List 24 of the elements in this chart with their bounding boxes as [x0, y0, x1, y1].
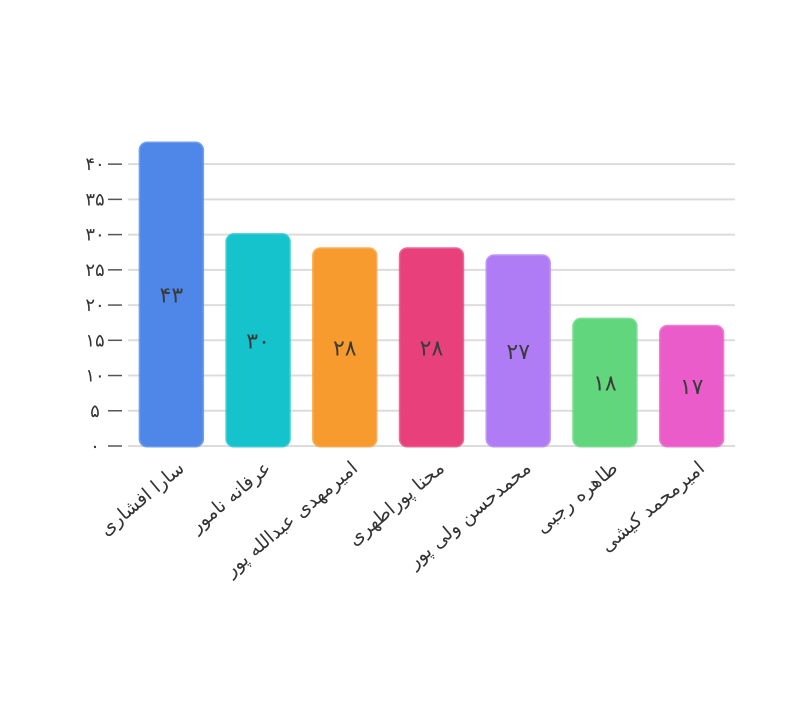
y-tick-label: ۰ [90, 436, 100, 457]
y-tick-label: ۵ [90, 400, 100, 422]
data-label: ۲۸ [332, 336, 357, 362]
bar [225, 233, 291, 448]
y-tick-label: ۳۵ [85, 189, 105, 210]
y-tick-label: ۲۰ [85, 295, 105, 316]
data-label: ۱۸ [593, 372, 617, 397]
data-label: ۲۸ [420, 336, 444, 362]
y-tick-label: ۲۵ [85, 260, 105, 281]
data-label: ۳۰ [246, 329, 270, 354]
y-tick-label: ۴۰ [85, 154, 105, 176]
data-label: ۲۷ [506, 340, 530, 365]
bar [485, 254, 551, 448]
bar [138, 142, 204, 448]
data-label: ۴۳ [160, 284, 184, 308]
bar [658, 324, 724, 448]
data-label: ۱۷ [680, 375, 704, 400]
y-tick-label: ۱۵ [85, 330, 105, 352]
x-tick-label: سارا افشاری [95, 456, 189, 540]
bar [398, 247, 464, 448]
y-tick-label: ۱۰ [85, 366, 105, 387]
bar [312, 247, 378, 448]
bar [572, 318, 638, 448]
y-tick-label: ۳۰ [85, 224, 105, 246]
